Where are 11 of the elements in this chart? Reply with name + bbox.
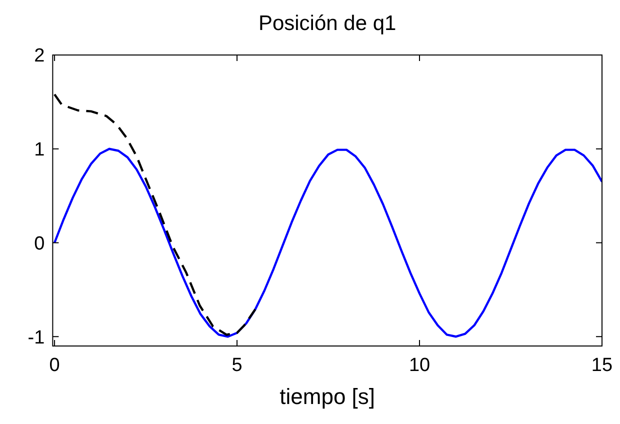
x-tick-label: 10 <box>408 355 430 376</box>
line-series <box>53 148 602 338</box>
x-tick-label: 5 <box>232 355 242 376</box>
y-tick-label: -1 <box>28 327 45 348</box>
x-tick-label: 15 <box>591 355 613 376</box>
x-tick-label: 0 <box>49 355 60 376</box>
y-tick-label: 1 <box>34 140 45 161</box>
x-axis-title: tiempo [s] <box>280 384 376 409</box>
chart-title: Posición de q1 <box>258 12 396 35</box>
y-tick-label: 0 <box>34 233 45 254</box>
y-tick-label: 2 <box>34 46 45 67</box>
